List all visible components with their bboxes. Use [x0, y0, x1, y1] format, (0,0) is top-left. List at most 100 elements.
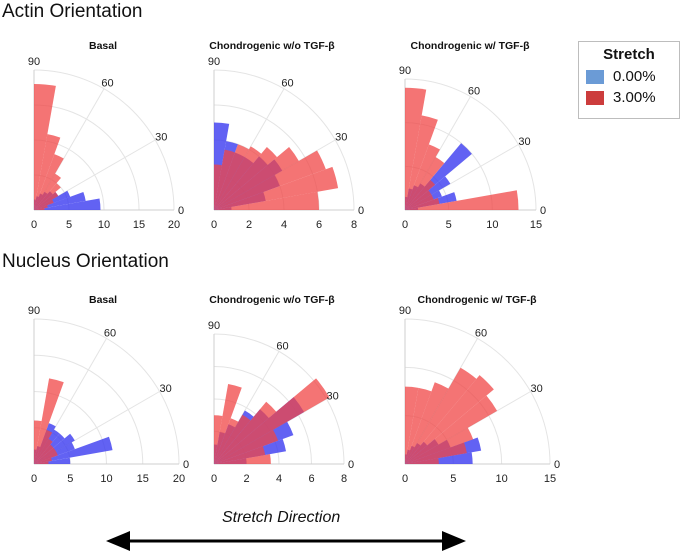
- bar-stretch-3pct: [405, 442, 467, 464]
- bar-stretch-3pct: [405, 458, 439, 464]
- bar-stretch-3pct: [405, 87, 427, 210]
- radial-tick-label: 5: [67, 473, 73, 485]
- stretch-direction-label: Stretch Direction: [222, 509, 341, 526]
- bar-stretch-3pct: [405, 144, 440, 210]
- chart-title-nucleus-basal: Basal: [88, 294, 118, 306]
- angle-tick-label: 60: [281, 78, 293, 90]
- bar-stretch-3pct: [214, 146, 262, 210]
- radial-tick-label: 15: [137, 473, 149, 485]
- angle-tick-label: 0: [178, 205, 184, 217]
- radial-tick-label: 20: [173, 473, 185, 485]
- bar-stretch-3pct: [214, 401, 277, 464]
- chart-title-nucleus-wo-tgf: Chondrogenic w/o TGF-β: [209, 294, 335, 306]
- bar-stretch-3pct: [34, 208, 45, 210]
- bar-stretch-3pct: [405, 190, 519, 210]
- radial-tick-label: 4: [281, 219, 287, 231]
- bar-stretch-3pct: [214, 191, 319, 210]
- bar-stretch-3pct: [405, 427, 474, 464]
- angle-tick-label: 90: [399, 65, 411, 77]
- angle-tick-label: 0: [183, 459, 189, 471]
- bar-stretch-3pct: [34, 183, 61, 210]
- bar-stretch-3pct: [214, 164, 222, 210]
- radial-tick-label: 10: [486, 219, 498, 231]
- bar-stretch-3pct: [214, 147, 299, 210]
- angle-tick-label: 30: [327, 391, 339, 403]
- angle-tick-label: 60: [468, 85, 480, 97]
- angle-tick-label: 30: [518, 136, 530, 148]
- angle-tick-label: 30: [531, 383, 543, 395]
- angle-tick-label: 90: [208, 320, 220, 332]
- grid-spoke: [33, 391, 160, 465]
- angle-tick-label: 60: [104, 327, 116, 339]
- bar-stretch-3pct: [214, 378, 330, 464]
- bar-stretch-3pct: [405, 375, 494, 464]
- radial-tick-label: 5: [450, 473, 456, 485]
- radial-tick-label: 15: [544, 473, 556, 485]
- legend-swatch-0pct: [586, 70, 604, 84]
- angle-tick-label: 60: [101, 78, 113, 90]
- radial-tick-label: 10: [98, 219, 110, 231]
- grid-arc: [404, 78, 537, 211]
- bar-stretch-3pct: [214, 146, 278, 210]
- bar-stretch-3pct: [405, 198, 440, 210]
- bar-stretch-3pct: [34, 447, 56, 464]
- legend-item-3pct: 3.00%: [586, 89, 671, 108]
- bar-stretch-3pct: [214, 414, 251, 464]
- legend-swatch-3pct: [586, 91, 604, 105]
- bar-stretch-3pct: [34, 457, 52, 464]
- bar-stretch-3pct: [214, 415, 223, 464]
- bar-stretch-3pct: [405, 386, 419, 464]
- radial-tick-label: 15: [530, 219, 542, 231]
- bar-stretch-0pct: [34, 436, 113, 464]
- angle-tick-label: 0: [348, 459, 354, 471]
- bar-stretch-3pct: [405, 395, 498, 464]
- angle-tick-label: 60: [276, 340, 288, 352]
- radial-tick-label: 0: [211, 473, 217, 485]
- legend-title: Stretch: [603, 46, 655, 63]
- nucleus-w-tgf-polar-chart: 0 5 10 15 0 30 60 90: [399, 305, 560, 485]
- radial-tick-label: 2: [246, 219, 252, 231]
- radial-tick-label: 10: [496, 473, 508, 485]
- bar-stretch-3pct: [405, 179, 436, 210]
- bar-stretch-3pct: [34, 420, 42, 464]
- bar-stretch-3pct: [405, 157, 445, 210]
- radial-tick-label: 5: [66, 219, 72, 231]
- bar-stretch-3pct: [214, 429, 279, 464]
- nucleus-basal-polar-chart: 0 5 10 15 20 0 30 60 90: [28, 305, 189, 485]
- bar-stretch-3pct: [34, 444, 54, 464]
- bar-stretch-3pct: [34, 205, 48, 210]
- bar-stretch-3pct: [405, 190, 432, 210]
- radial-tick-label: 8: [341, 473, 347, 485]
- actin-orientation-heading: Actin Orientation: [2, 1, 143, 22]
- grid-arc: [404, 318, 551, 465]
- radial-tick-label: 6: [308, 473, 314, 485]
- radial-tick-label: 20: [168, 219, 180, 231]
- bar-stretch-3pct: [405, 194, 434, 210]
- grid-arc: [33, 318, 180, 465]
- radial-tick-label: 0: [211, 219, 217, 231]
- bar-stretch-3pct: [34, 378, 64, 464]
- stretch-direction-arrow: [106, 531, 466, 551]
- radial-tick-label: 15: [133, 219, 145, 231]
- bar-stretch-3pct: [405, 387, 432, 464]
- bar-stretch-3pct: [405, 115, 438, 210]
- bar-stretch-3pct: [34, 192, 59, 210]
- radial-tick-label: 2: [243, 473, 249, 485]
- radial-tick-label: 5: [446, 219, 452, 231]
- bar-stretch-3pct: [214, 454, 271, 464]
- angle-tick-label: 0: [554, 459, 560, 471]
- angle-tick-label: 30: [155, 132, 167, 144]
- bar-stretch-3pct: [214, 418, 239, 464]
- radial-tick-label: 10: [100, 473, 112, 485]
- bar-stretch-3pct: [34, 461, 49, 464]
- bar-stretch-3pct: [34, 154, 64, 210]
- bar-stretch-0pct: [34, 198, 101, 210]
- angle-tick-label: 90: [28, 305, 40, 317]
- angle-tick-label: 90: [28, 56, 40, 68]
- radial-tick-label: 0: [31, 219, 37, 231]
- grid-arc: [33, 354, 144, 465]
- radial-tick-label: 0: [31, 473, 37, 485]
- bar-stretch-3pct: [214, 446, 266, 464]
